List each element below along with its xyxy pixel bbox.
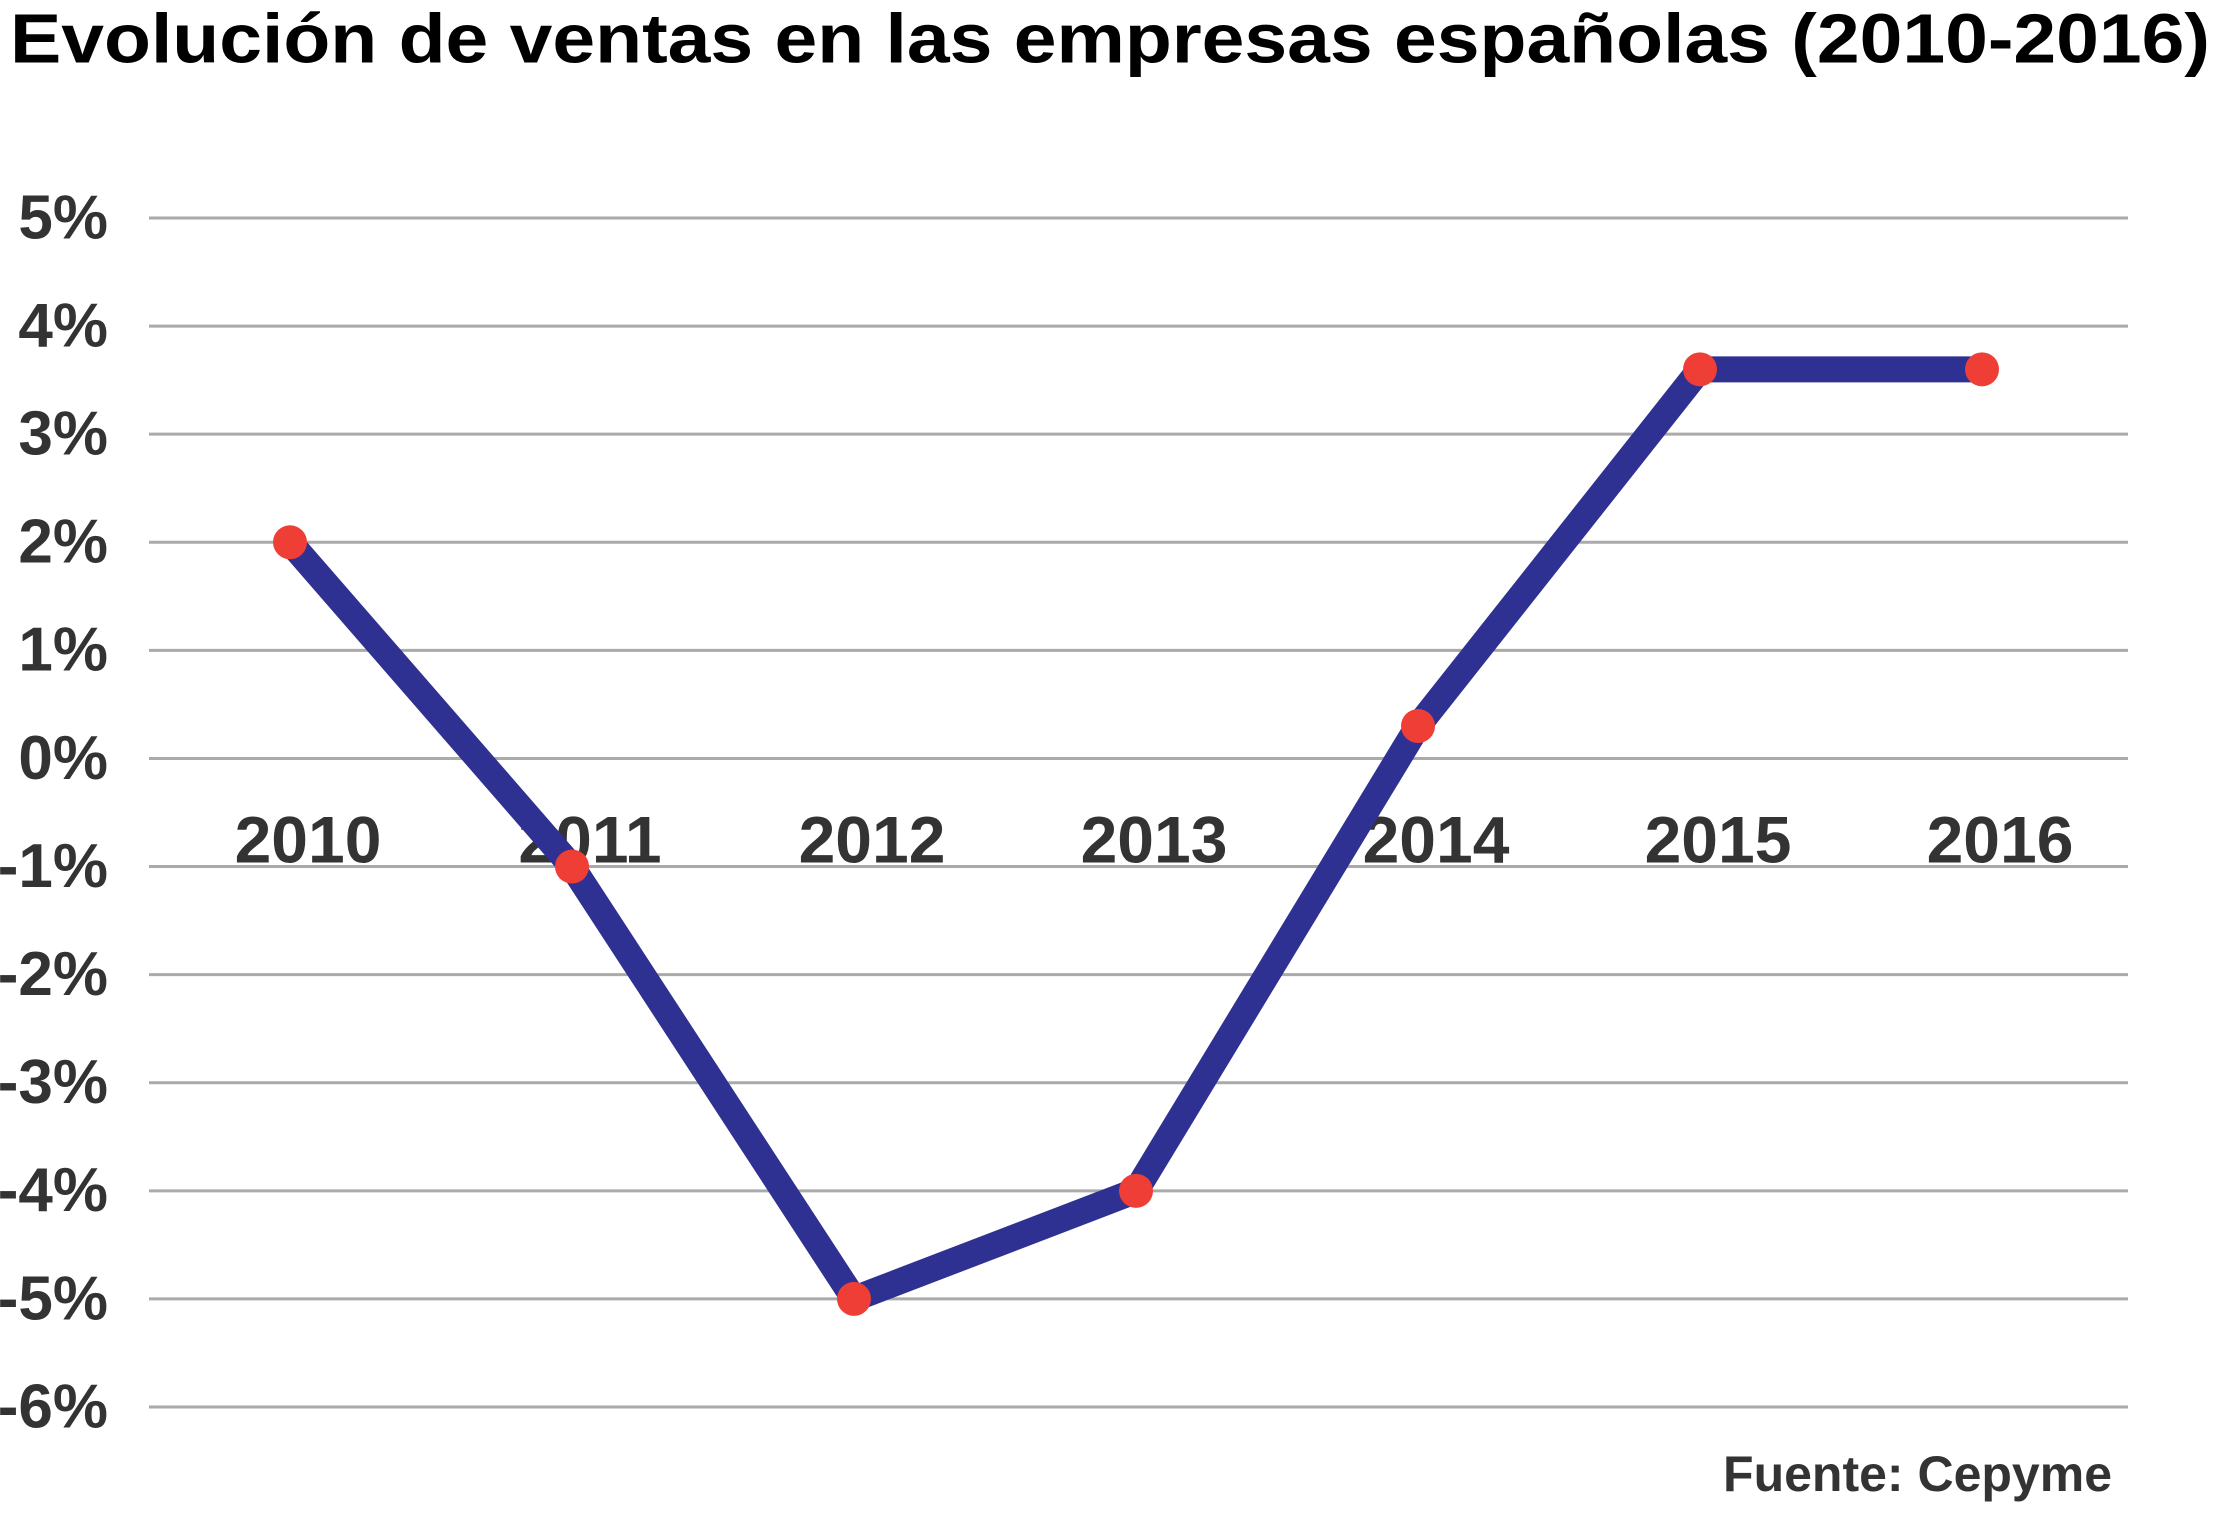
y-tick-label: 0% — [18, 724, 108, 793]
y-tick-label: 3% — [18, 400, 108, 469]
y-tick-label: 2% — [18, 508, 108, 577]
y-tick-label: 5% — [18, 183, 108, 252]
y-tick-label: -3% — [0, 1048, 108, 1117]
chart-title: Evolución de ventas en las empresas espa… — [10, 0, 2210, 77]
x-tick-label: 2014 — [1363, 802, 1510, 876]
y-tick-label: 1% — [18, 616, 108, 685]
point — [1119, 1173, 1153, 1208]
point — [1683, 352, 1717, 387]
point — [1965, 352, 1999, 387]
point — [555, 849, 589, 884]
y-tick-label: 4% — [18, 291, 108, 360]
y-tick-label: -5% — [0, 1264, 108, 1333]
y-tick-label: -4% — [0, 1156, 108, 1225]
y-tick-label: -1% — [0, 832, 108, 901]
point — [837, 1281, 871, 1316]
point — [1401, 709, 1435, 744]
x-tick-label: 2013 — [1081, 802, 1228, 876]
y-tick-label: -6% — [0, 1372, 108, 1441]
x-tick-label: 2012 — [799, 802, 946, 876]
x-tick-label: 2015 — [1645, 802, 1792, 876]
point — [273, 525, 307, 560]
x-tick-label: 2016 — [1927, 802, 2074, 876]
x-tick-label: 2010 — [235, 802, 382, 876]
y-tick-label: -2% — [0, 940, 108, 1009]
source-note: Fuente: Cepyme — [1723, 1446, 2112, 1502]
